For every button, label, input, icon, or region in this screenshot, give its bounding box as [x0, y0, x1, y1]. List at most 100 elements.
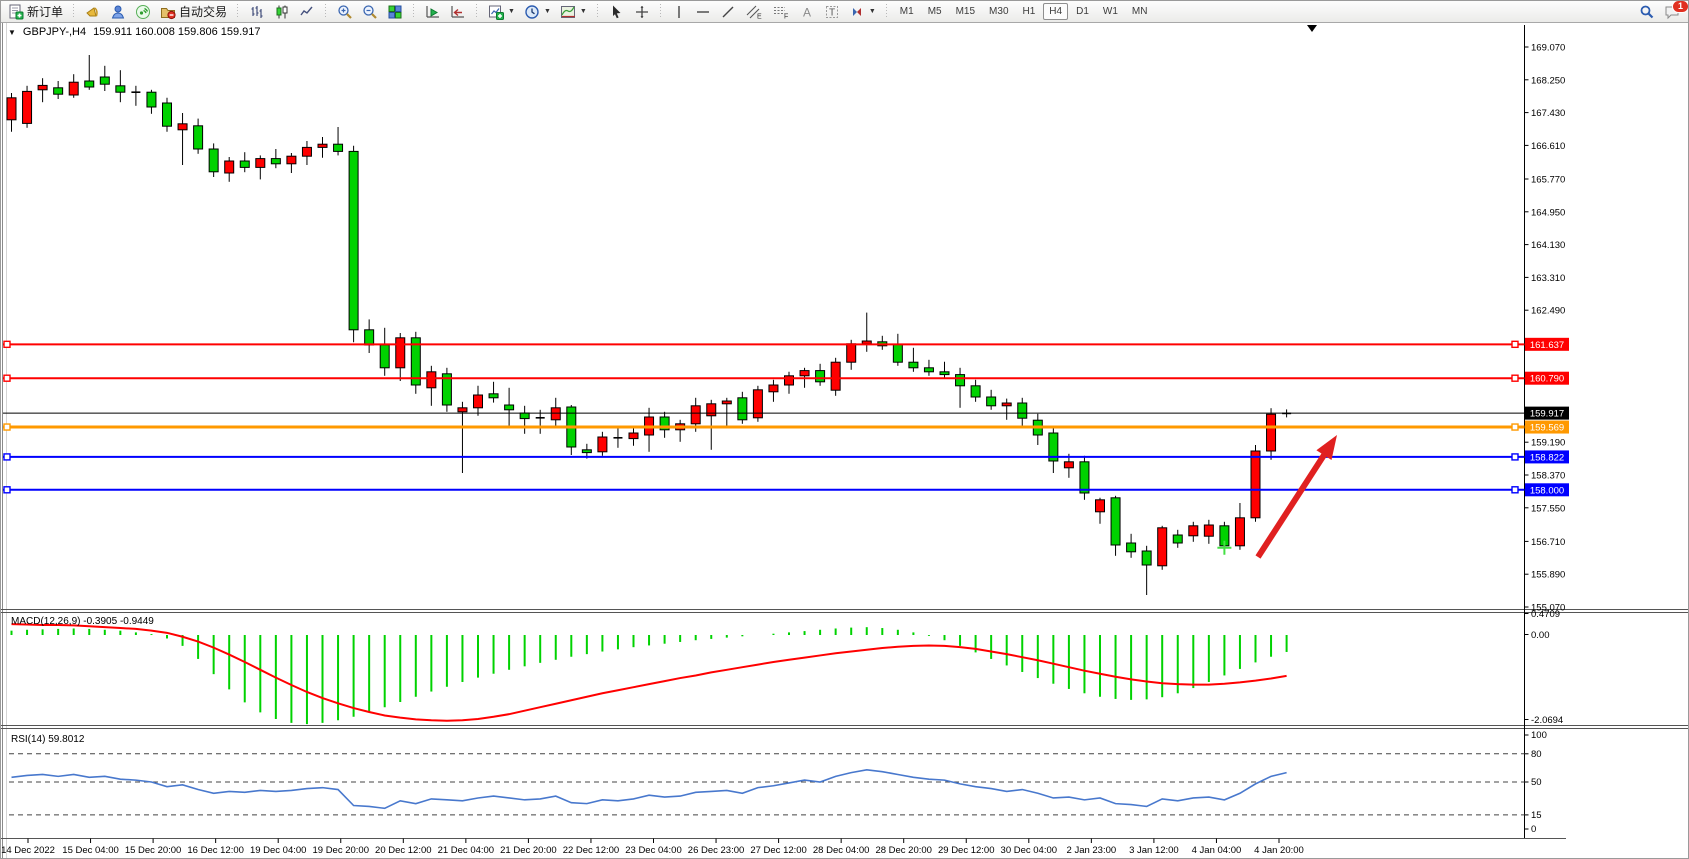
time-tick-label: 26 Dec 23:00 — [688, 845, 745, 856]
candle-body — [1234, 517, 1245, 547]
chart-canvas: 169.070 168.250 167.430 166.610 165.770 164.9… — [1, 23, 1689, 858]
timeframe-d1[interactable]: D1 — [1070, 3, 1095, 20]
candle-body — [986, 396, 997, 407]
timeframe-h4[interactable]: H4 — [1043, 3, 1069, 20]
timeframe-h1[interactable]: H1 — [1017, 3, 1042, 20]
candle — [224, 157, 235, 182]
chart-shift-button[interactable] — [446, 2, 470, 21]
candle — [1079, 455, 1090, 500]
candle-body — [53, 87, 64, 95]
arrows-tool-button[interactable]: ▼ — [845, 2, 880, 21]
price-tick-label: 155.070 — [1531, 603, 1565, 614]
macd-axis-label: 0.00 — [1531, 630, 1550, 641]
macd-label: MACD(12,26,9) -0.3905 -0.9449 — [11, 616, 154, 627]
signals-icon — [136, 4, 151, 19]
candle — [395, 333, 406, 381]
candle-body — [939, 371, 950, 376]
hline-handle[interactable] — [3, 423, 11, 431]
signals-button[interactable] — [131, 2, 155, 21]
candle — [706, 399, 717, 450]
text-tool-button[interactable]: A — [795, 2, 819, 21]
fibonacci-icon: F — [773, 6, 788, 20]
candle-body — [1203, 524, 1214, 537]
candlestick-chart-button[interactable] — [270, 2, 294, 21]
timeframe-w1[interactable]: W1 — [1097, 3, 1124, 20]
svg-text:F: F — [784, 13, 788, 20]
candle-body — [1110, 497, 1121, 546]
hline-handle[interactable] — [3, 340, 11, 349]
new-chart-button[interactable]: ▼ — [484, 2, 519, 21]
zoom-in-button[interactable] — [333, 2, 357, 21]
candle — [1032, 413, 1043, 445]
chart-window: ▼ GBPJPY-,H4 159.911 160.008 159.806 159… — [1, 22, 1688, 858]
cursor-button[interactable] — [605, 2, 629, 21]
hline-handle[interactable] — [3, 453, 11, 461]
arrows-tool-icon — [852, 7, 861, 16]
timeframe-m1[interactable]: M1 — [894, 3, 920, 20]
search-button[interactable] — [1635, 2, 1659, 21]
crosshair-button[interactable] — [630, 2, 654, 21]
alert-horn-button[interactable] — [81, 2, 105, 21]
trend-arrow-shaft[interactable] — [1255, 450, 1329, 559]
candle — [815, 363, 826, 386]
bar-chart-button[interactable] — [245, 2, 269, 21]
hline-handle[interactable] — [1511, 340, 1519, 349]
candle-body — [457, 407, 468, 413]
line-chart-button[interactable] — [295, 2, 319, 21]
candle — [1188, 521, 1199, 542]
price-tick-label: 165.770 — [1531, 175, 1565, 186]
label-tool-button[interactable]: T — [820, 2, 844, 21]
one-click-trading-arrow[interactable]: ▼ — [8, 27, 16, 37]
candle — [457, 401, 468, 473]
trend-arrow-head[interactable] — [1316, 435, 1337, 461]
time-tick-label: 28 Dec 20:00 — [875, 845, 932, 856]
candle-body — [768, 384, 779, 393]
timeframe-mn[interactable]: MN — [1126, 3, 1154, 20]
candle — [535, 409, 545, 434]
zoom-out-button[interactable] — [358, 2, 382, 21]
candle — [644, 407, 655, 452]
tile-windows-button[interactable] — [383, 2, 407, 21]
price-tick-label: 166.610 — [1531, 141, 1565, 152]
candle — [333, 127, 344, 156]
period-clock-button[interactable]: ▼ — [520, 2, 555, 21]
new-order-button[interactable]: 新订单 — [4, 2, 67, 21]
horizontal-line-tool-button[interactable] — [691, 2, 715, 21]
hline-handle[interactable] — [3, 486, 11, 494]
community-button[interactable] — [106, 2, 130, 21]
pane-separator[interactable] — [1, 609, 1689, 613]
candle-body — [6, 97, 17, 121]
price-badge-label: 158.000 — [1530, 485, 1564, 496]
hline-handle[interactable] — [1511, 374, 1519, 382]
timeframe-m5[interactable]: M5 — [922, 3, 948, 20]
vertical-line-tool-button[interactable] — [668, 2, 690, 21]
toolbar-grip — [236, 4, 241, 19]
auto-scroll-button[interactable] — [421, 2, 445, 21]
candle — [208, 143, 219, 177]
channel-tool-button[interactable]: E — [741, 2, 767, 21]
notification-badge[interactable]: 1 — [1672, 1, 1688, 13]
hline-handle[interactable] — [1511, 486, 1519, 494]
candle-body — [68, 81, 79, 96]
timeframe-m30[interactable]: M30 — [983, 3, 1014, 20]
fibonacci-tool-button[interactable]: F — [768, 2, 794, 21]
toolbar: 新订单 — [1, 1, 1688, 23]
chart-shift-marker[interactable] — [1307, 25, 1317, 32]
zoom-in-icon — [338, 4, 352, 19]
timeframe-m15[interactable]: M15 — [950, 3, 981, 20]
candle — [613, 427, 623, 448]
trendline-tool-button[interactable] — [716, 2, 740, 21]
autotrading-button[interactable]: 自动交易 — [156, 2, 231, 21]
candle — [1172, 529, 1183, 548]
toolbar-grip — [884, 4, 889, 19]
hline-handle[interactable] — [1511, 423, 1519, 431]
templates-button[interactable]: ▼ — [556, 2, 591, 21]
chart-title-bar: ▼ GBPJPY-,H4 159.911 160.008 159.806 159… — [8, 26, 261, 38]
candle — [830, 357, 841, 396]
candle — [877, 335, 888, 350]
hline-handle[interactable] — [3, 374, 11, 382]
candle-body — [550, 407, 561, 421]
hline-handle[interactable] — [1511, 453, 1519, 461]
timeframe-group: M1 M5 M15 M30 H1 H4 D1 W1 MN — [894, 3, 1154, 20]
pane-separator[interactable] — [1, 725, 1689, 729]
